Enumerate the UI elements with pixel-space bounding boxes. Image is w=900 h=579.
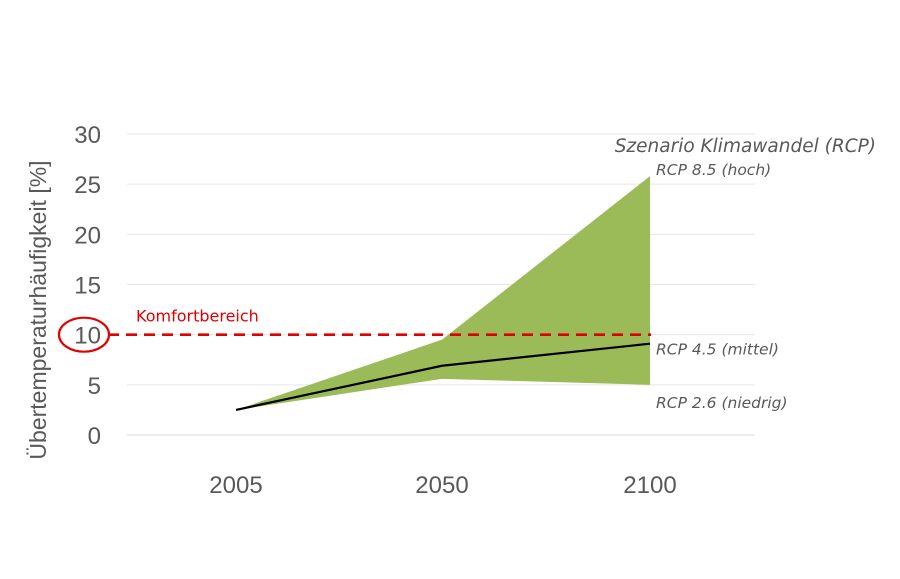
scenario-label-mid: RCP 4.5 (mittel): [656, 341, 779, 359]
y-tick-label: 30: [74, 122, 101, 149]
y-tick-labels: 0 5 10 15 20 25 30: [74, 122, 101, 450]
y-tick-label: 25: [74, 172, 101, 199]
y-tick-label: 15: [74, 273, 101, 300]
y-tick-label: 10: [74, 323, 101, 350]
scenario-title: Szenario Klimawandel (RCP): [615, 136, 876, 157]
series-line-rcp45: [235, 342, 651, 411]
gridlines: [127, 133, 755, 436]
comfort-range-label: Komfortbereich: [136, 307, 259, 326]
x-tick-label: 2050: [415, 472, 468, 499]
x-tick-label: 2100: [623, 472, 676, 499]
scenario-label-high: RCP 8.5 (hoch): [656, 161, 771, 179]
y-tick-label: 0: [88, 423, 101, 450]
x-tick-label: 2005: [209, 472, 262, 499]
threshold-highlight-ellipse: [57, 316, 111, 353]
y-tick-label: 5: [88, 373, 101, 400]
x-tick-labels: 2005 2050 2100: [209, 472, 676, 499]
y-axis-label: Übertemperaturhäufigkeit [%]: [25, 160, 51, 459]
scenario-band-area: [236, 176, 650, 410]
scenario-label-low: RCP 2.6 (niedrig): [656, 394, 788, 412]
y-tick-label: 20: [74, 222, 101, 249]
